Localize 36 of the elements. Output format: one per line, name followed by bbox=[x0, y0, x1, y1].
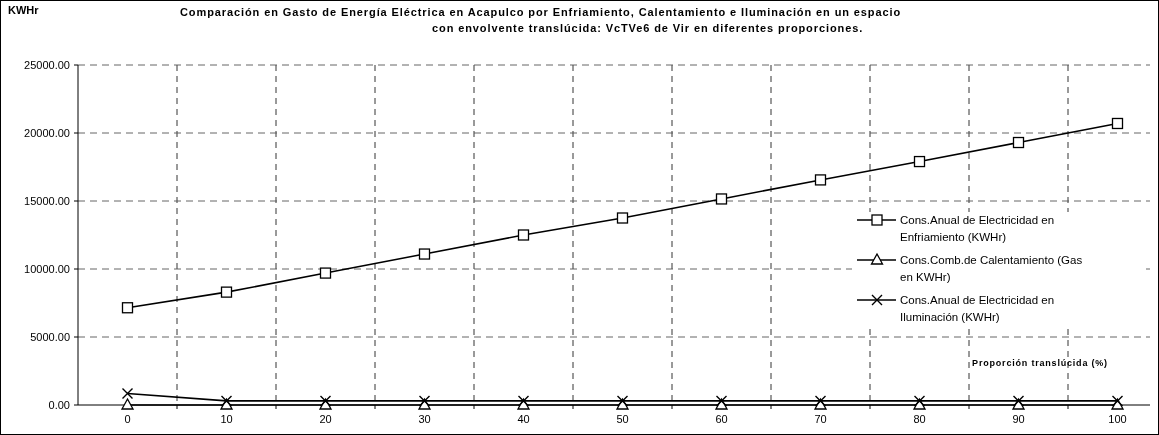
y-tick-label: 15000.00 bbox=[24, 194, 70, 207]
point bbox=[715, 193, 728, 205]
x-tick-label: 80 bbox=[913, 413, 926, 425]
x-tick-label: 90 bbox=[1012, 413, 1025, 425]
point bbox=[418, 248, 431, 260]
x-tick-label: 40 bbox=[517, 413, 530, 425]
point bbox=[814, 174, 827, 186]
x-tick-label: 70 bbox=[814, 413, 827, 425]
y-axis-title: KWHr bbox=[8, 4, 40, 16]
point bbox=[913, 155, 926, 168]
legend-label: Cons.Anual de Electricidad en Enfriamiento (KWHr) bbox=[900, 214, 1055, 243]
x-tick-label: 100 bbox=[1108, 413, 1127, 425]
point bbox=[1111, 117, 1124, 130]
point bbox=[616, 212, 629, 224]
x-tick-label: 30 bbox=[418, 413, 431, 425]
y-tick-label: 5000.00 bbox=[30, 330, 70, 343]
point bbox=[1012, 136, 1025, 149]
y-tick-label: 20000.00 bbox=[24, 126, 70, 139]
x-tick-label: 10 bbox=[220, 413, 233, 425]
point bbox=[319, 267, 332, 279]
y-tick-label: 0.00 bbox=[48, 398, 70, 411]
legend-label: Cons.Anual de Electricidad en Iluminación (KWHr) bbox=[900, 294, 1055, 323]
x-axis-title: Proporción translúcida (%) bbox=[972, 358, 1108, 368]
y-tick-label: 10000.00 bbox=[24, 262, 70, 275]
legend-label: Cons.Comb.de Calentamiento (Gas en KWHr) bbox=[900, 254, 1083, 283]
x-tick-label: 60 bbox=[715, 413, 728, 425]
x-tick-label: 50 bbox=[616, 413, 629, 425]
point bbox=[220, 286, 233, 298]
point bbox=[121, 387, 134, 400]
x-tick-label: 20 bbox=[319, 413, 332, 425]
x-tick-label: 0 bbox=[124, 413, 131, 425]
point bbox=[121, 398, 134, 410]
point bbox=[121, 302, 134, 314]
chart-title: Comparación en Gasto de Energía Eléctrica en Acapulco por Enfriamiento, Calentamiento e Iluminación en un espacio con envolvente translúcida: VcTVe6 de Vir en diferentes proporciones. bbox=[180, 6, 902, 34]
point bbox=[517, 229, 530, 241]
y-tick-label: 25000.00 bbox=[24, 58, 70, 71]
